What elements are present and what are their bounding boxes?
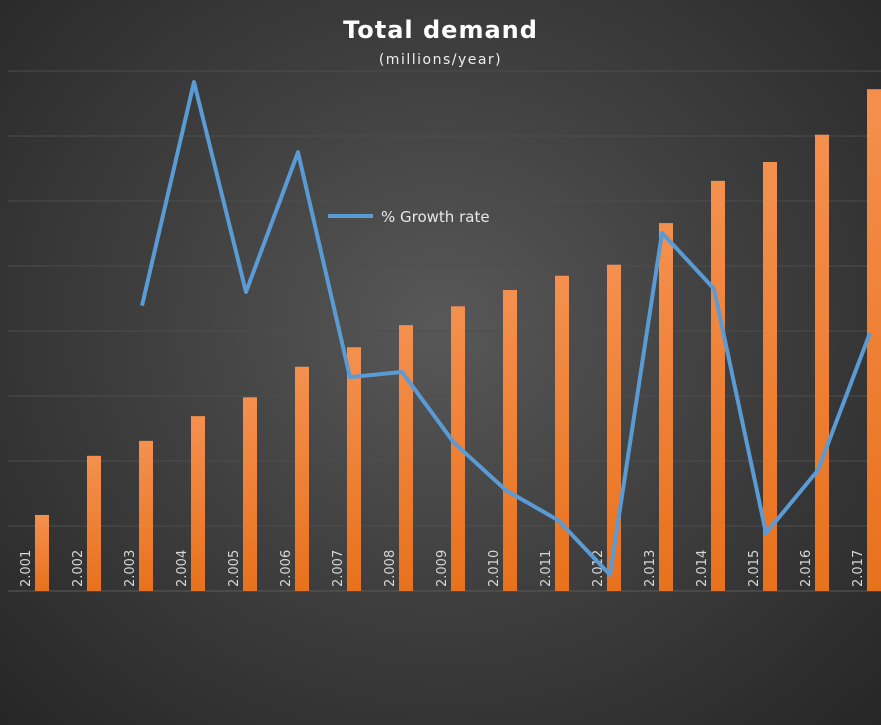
x-tick-label: 2.014 [695, 550, 710, 587]
x-tick-label: 2.004 [175, 550, 190, 587]
bar-2.017 [867, 89, 881, 591]
x-tick-label: 2.007 [331, 550, 346, 587]
bar-2.011 [555, 275, 569, 591]
x-tick-label: 2.015 [747, 550, 762, 587]
bar-2.014 [711, 180, 725, 591]
x-tick-label: 2.009 [435, 550, 450, 587]
bar-2.015 [763, 162, 777, 591]
x-tick-label: 2.002 [71, 550, 86, 587]
x-tick-label: 2.005 [227, 550, 242, 587]
bar-2.002 [87, 455, 101, 591]
chart-title: Total demand [343, 16, 538, 44]
bar-2.008 [399, 325, 413, 591]
x-tick-label: 2.013 [643, 550, 658, 587]
bar-2.013 [659, 223, 673, 591]
bar-2.010 [503, 290, 517, 591]
bar-2.001 [35, 514, 49, 591]
bar-2.004 [191, 416, 205, 591]
x-tick-label: 2.008 [383, 550, 398, 587]
bar-2.012 [607, 264, 621, 591]
x-tick-label: 2.006 [279, 550, 294, 587]
x-tick-label: 2.017 [851, 550, 866, 587]
chart-subtitle: (millions/year) [378, 52, 503, 68]
bar-2.006 [295, 366, 309, 591]
x-tick-label: 2.010 [487, 550, 502, 587]
x-tick-label: 2.016 [799, 550, 814, 587]
bar-2.003 [139, 440, 153, 591]
legend-label: % Growth rate [381, 208, 490, 226]
x-tick-label: 2.011 [539, 550, 554, 587]
bar-2.007 [347, 347, 361, 591]
growth-rate-line [140, 80, 872, 577]
bar-2.005 [243, 397, 257, 591]
x-tick-label: 2.003 [123, 550, 138, 587]
bar-2.016 [815, 134, 829, 591]
x-tick-label: 2.001 [19, 550, 34, 587]
